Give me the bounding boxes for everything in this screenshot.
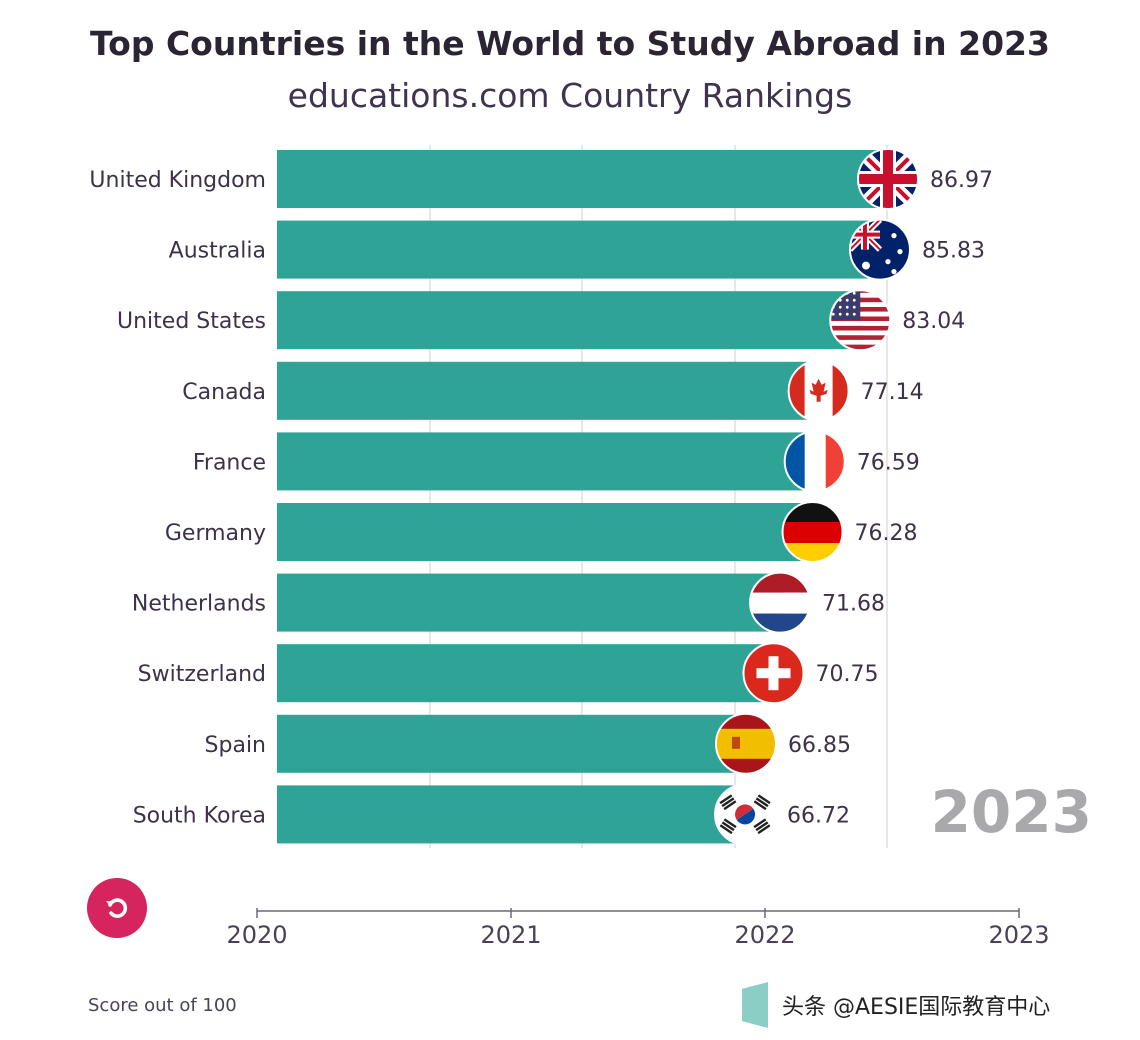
- value-label: 86.97: [930, 168, 993, 193]
- category-label: United States: [117, 309, 266, 334]
- usa-flag-icon: [829, 289, 892, 352]
- uk-flag-icon: [857, 148, 920, 210]
- timeline-tick-label: 2021: [480, 921, 541, 949]
- chart-title: Top Countries in the World to Study Abro…: [90, 24, 1050, 63]
- south-korea-flag-icon: [714, 783, 777, 846]
- bar: [277, 785, 749, 844]
- bar: [277, 291, 864, 350]
- category-label: Germany: [165, 521, 266, 546]
- category-label: Australia: [169, 239, 266, 264]
- value-label: 77.14: [861, 380, 924, 405]
- chart-subtitle: educations.com Country Rankings: [287, 76, 853, 115]
- value-label: 70.75: [815, 662, 878, 687]
- category-label: France: [193, 450, 266, 475]
- watermark-logo: [742, 982, 768, 1028]
- category-label: Netherlands: [132, 592, 266, 617]
- timeline-tick-label: 2023: [988, 921, 1049, 949]
- value-label: 76.59: [857, 450, 920, 475]
- replay-button[interactable]: [87, 878, 147, 938]
- canada-flag-icon: [787, 359, 850, 422]
- value-label: 76.28: [855, 521, 918, 546]
- timeline-tick-label: 2022: [734, 921, 795, 949]
- germany-flag-icon: [781, 501, 844, 563]
- bar: [277, 220, 883, 279]
- bar: [277, 361, 822, 420]
- flags: [714, 148, 920, 846]
- bar: [277, 644, 777, 703]
- category-label: Canada: [182, 380, 266, 405]
- timeline-tick-label: 2020: [226, 921, 287, 949]
- france-flag-icon: [783, 430, 846, 493]
- current-year-label: 2023: [931, 778, 1092, 846]
- category-label: Switzerland: [138, 662, 266, 687]
- switzerland-flag-icon: [742, 642, 805, 705]
- value-label: 66.85: [788, 733, 851, 758]
- bars: [277, 150, 892, 844]
- footnote: Score out of 100: [88, 995, 237, 1016]
- bar: [277, 432, 818, 491]
- netherlands-flag-icon: [749, 571, 812, 634]
- category-labels: United Kingdom Australia United States Cana…: [89, 168, 266, 828]
- category-label: Spain: [205, 733, 266, 758]
- value-labels: 86.97 85.83 83.04 77.14 76.59 76.28 71.68 70.75…: [787, 168, 993, 828]
- value-label: 71.68: [822, 592, 885, 617]
- category-label: South Korea: [133, 803, 266, 828]
- bar: [277, 714, 749, 773]
- replay-icon: [106, 898, 128, 918]
- bar: [277, 503, 816, 561]
- category-label: United Kingdom: [89, 168, 266, 193]
- watermark-text: 头条 @AESIE国际教育中心: [782, 995, 1051, 1020]
- value-label: 85.83: [922, 239, 985, 264]
- spain-flag-icon: [714, 712, 777, 775]
- timeline-axis[interactable]: 2020 2021 2022 2023: [226, 908, 1050, 949]
- bar: [277, 573, 784, 632]
- bar: [277, 150, 892, 208]
- watermark: 头条 @AESIE国际教育中心: [742, 982, 1050, 1028]
- value-label: 83.04: [902, 309, 965, 334]
- australia-flag-icon: [848, 218, 911, 281]
- value-label: 66.72: [787, 803, 850, 828]
